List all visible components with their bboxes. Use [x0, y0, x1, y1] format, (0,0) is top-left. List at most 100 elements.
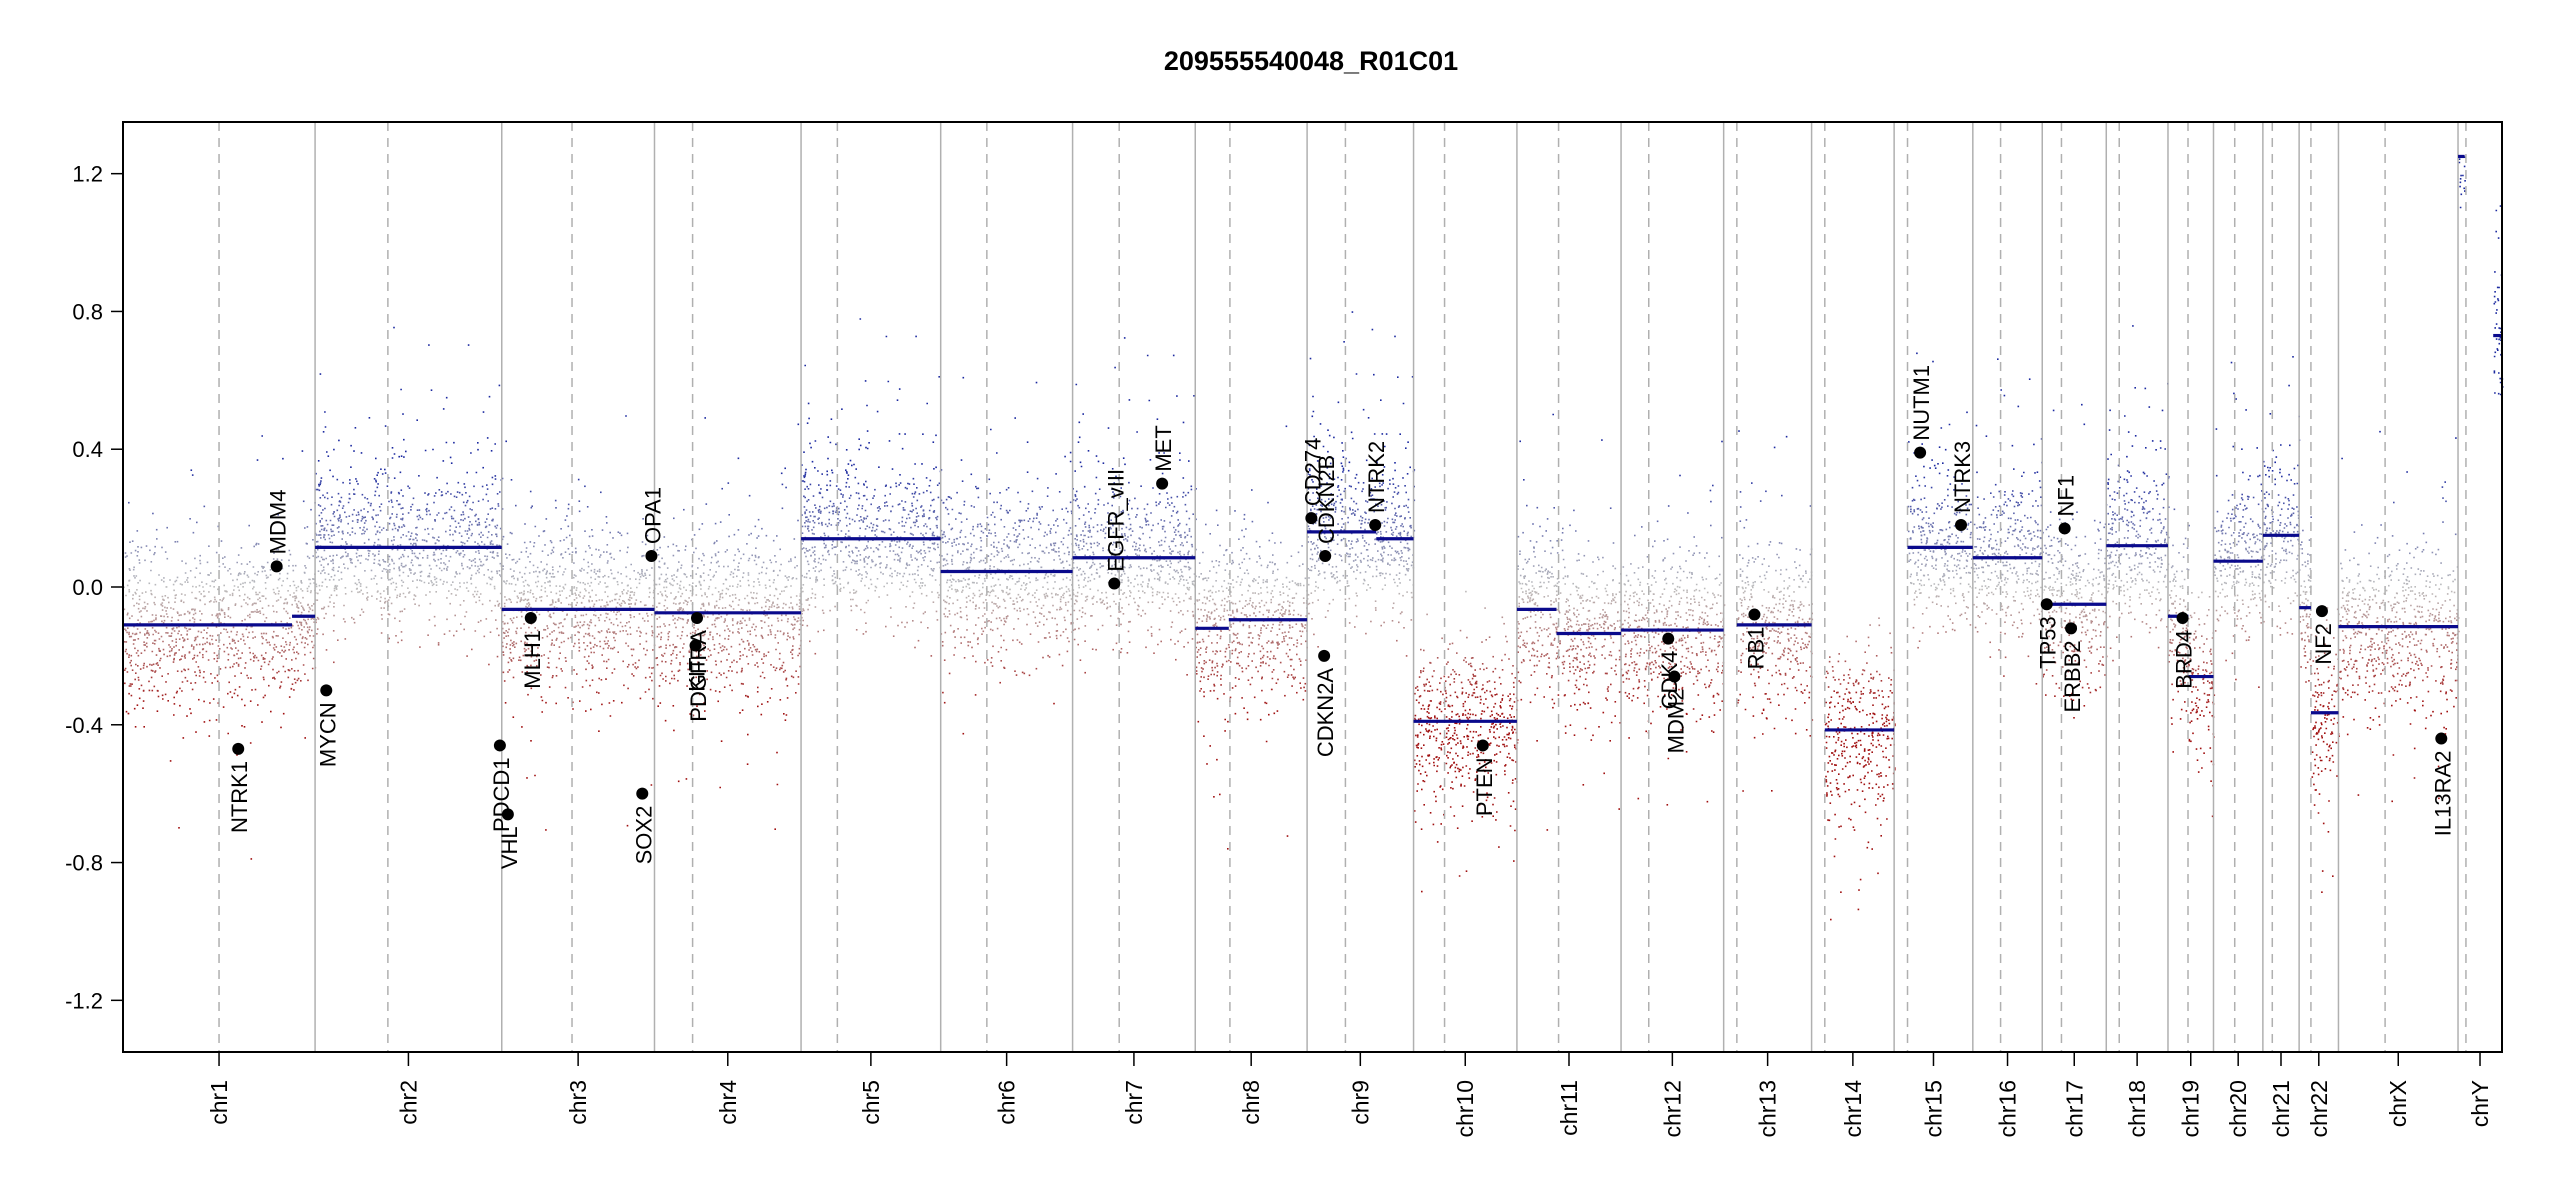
probe-points-chr13 [1781, 494, 1783, 497]
probe-points-chrX [2395, 564, 2398, 567]
probe-points-chr21 [2270, 542, 2272, 544]
probe-points-chr20 [2244, 630, 2247, 633]
probe-points-chrX [2369, 596, 2371, 598]
probe-points-chr1 [146, 632, 289, 635]
probe-points-chrX [2378, 577, 2380, 580]
probe-points-chr6 [1059, 598, 1073, 601]
probe-points-chr12 [1624, 594, 1632, 597]
probe-points-chr6 [1054, 550, 1070, 553]
probe-points-chr13 [1778, 542, 1781, 544]
probe-points-chr16 [2012, 495, 2015, 498]
probe-points-chr16 [2032, 601, 2034, 603]
probe-points-chr21 [2270, 585, 2272, 588]
probe-points-chr8 [1215, 560, 1218, 562]
probe-points-chr17 [2073, 717, 2075, 719]
probe-points-chr5 [891, 575, 904, 578]
probe-points-chr15 [1909, 537, 1912, 540]
probe-points-chr10 [1482, 687, 1496, 690]
probe-points-chr12 [1639, 584, 1653, 586]
probe-points-chr9 [1307, 487, 1373, 490]
probe-points-chr10 [1454, 691, 1486, 694]
probe-points-chr16 [2010, 614, 2012, 616]
probe-points-chr22 [2300, 544, 2302, 546]
probe-points-chr2 [433, 551, 494, 554]
probe-points-chr19 [2172, 544, 2174, 547]
probe-points-chr10 [1428, 704, 1450, 706]
probe-points-chr11 [1574, 669, 1583, 671]
probe-points-chr15 [1932, 567, 1966, 570]
probe-points-chr7 [1092, 597, 1094, 599]
probe-points-chr15 [1943, 573, 1958, 575]
probe-points-chr22 [2304, 561, 2306, 563]
probe-points-chr17 [2059, 595, 2062, 598]
probe-points-chr1 [146, 665, 285, 668]
probe-points-chr8 [1205, 523, 1207, 526]
probe-points-chr9 [1333, 539, 1335, 541]
probe-points-chr5 [859, 527, 861, 530]
probe-points-chr16 [2004, 656, 2007, 659]
probe-points-chr11 [1615, 673, 1617, 676]
probe-points-chr20 [2241, 536, 2264, 539]
probe-points-chr10 [1470, 665, 1514, 667]
probe-points-chr13 [1751, 557, 1754, 559]
probe-points-chr10 [1504, 653, 1506, 656]
probe-points-chr20 [2219, 592, 2261, 595]
probe-points-chr8 [1202, 668, 1204, 670]
probe-points-chr15 [1956, 511, 1961, 514]
probe-points-chr3 [555, 623, 615, 626]
probe-points-chr13 [1737, 616, 1800, 619]
probe-points-chr7 [1074, 470, 1076, 472]
probe-points-chr6 [1005, 648, 1008, 651]
probe-points-chr3 [502, 565, 561, 568]
probe-points-chrX [2373, 657, 2420, 660]
probe-points-chr20 [2257, 523, 2259, 526]
probe-points-chr3 [533, 545, 535, 548]
probe-points-chr9 [1403, 627, 1405, 629]
probe-points-chr4 [790, 558, 792, 560]
probe-points-chr17 [2046, 642, 2048, 645]
probe-points-chr2 [387, 604, 500, 607]
probe-points-chr13 [1747, 606, 1750, 608]
probe-points-chr6 [976, 487, 980, 490]
probe-points-chr18 [2126, 470, 2129, 472]
probe-points-chr2 [379, 599, 499, 603]
probe-points-chr4 [670, 592, 758, 595]
probe-points-chrX [2369, 565, 2372, 567]
probe-points-chr1 [276, 587, 298, 589]
probe-points-chr1 [129, 541, 177, 543]
probe-points-chr3 [529, 552, 532, 555]
probe-points-chr15 [1941, 502, 1943, 504]
probe-points-chr10 [1463, 659, 1503, 662]
probe-points-chr21 [2292, 600, 2295, 602]
probe-points-chr18 [2112, 600, 2114, 603]
probe-points-chr12 [1637, 567, 1640, 569]
probe-points-chr8 [1212, 585, 1251, 588]
probe-points-chrX [2407, 594, 2410, 596]
probe-points-chr4 [664, 709, 788, 830]
probe-points-chr4 [698, 581, 775, 584]
probe-points-chr15 [1935, 568, 1948, 571]
probe-points-chr11 [1539, 525, 1541, 528]
probe-points-chr8 [1204, 609, 1295, 612]
probe-points-chr4 [686, 603, 803, 606]
probe-points-chr19 [2198, 623, 2201, 626]
probe-points-chr5 [804, 512, 849, 515]
probe-points-chr1 [304, 673, 306, 675]
probe-points-chr8 [1203, 596, 1296, 599]
probe-points-chr8 [1206, 616, 1269, 619]
probe-points-chr10 [1505, 635, 1507, 638]
probe-points-chr12 [1639, 651, 1694, 654]
probe-points-chr11 [1537, 593, 1614, 595]
probe-points-chr11 [1529, 659, 1531, 662]
probe-points-chr1 [137, 607, 312, 610]
probe-points-chr9 [1374, 607, 1394, 609]
probe-points-chr20 [2252, 533, 2254, 536]
probe-points-chr13 [1778, 704, 1780, 706]
probe-points-chrX [2420, 570, 2425, 572]
probe-points-chr3 [520, 591, 655, 594]
probe-points-chrX [2395, 700, 2397, 702]
probe-points-chr2 [320, 525, 452, 527]
probe-points-chr3 [532, 564, 535, 567]
probe-points-chr8 [1207, 611, 1286, 614]
probe-points-chr13 [1773, 597, 1776, 599]
